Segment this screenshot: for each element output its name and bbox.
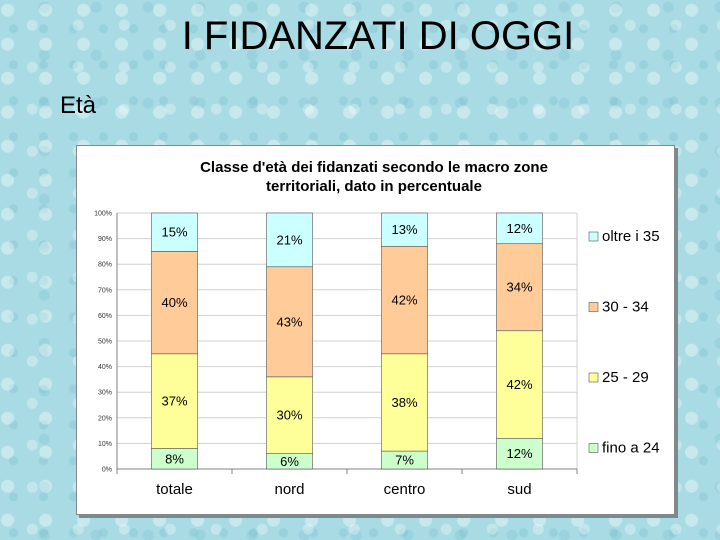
y-tick-label: 30% [98, 390, 112, 397]
y-tick-label: 40% [98, 364, 112, 371]
y-tick-label: 90% [98, 236, 112, 243]
legend-swatch [588, 231, 599, 242]
legend-swatch [588, 372, 599, 383]
y-tick-label: 0% [102, 467, 112, 474]
y-tick-label: 10% [98, 441, 112, 448]
stacked-bar-chart: Classe d'età dei fidanzati secondo le ma… [94, 159, 660, 498]
chart-bars: 8% 37% 40% 15% 6% 30% 43% 21% 7% 38% 42% 13% 12% 42% 3… [151, 212, 543, 470]
legend-label: oltre i 35 [602, 228, 660, 245]
y-tick-label: 70% [98, 287, 112, 294]
data-label: 8% [165, 451, 184, 466]
data-label: 38% [391, 395, 417, 410]
x-tick-label: totale [156, 481, 193, 498]
y-tick-label: 20% [98, 415, 112, 422]
legend-swatch [588, 302, 599, 312]
chart-title-line: Classe d'età dei fidanzati secondo le ma… [200, 159, 548, 176]
bar-segment [381, 245, 428, 355]
x-tick-label: centro [384, 481, 426, 498]
data-label: 37% [161, 394, 187, 409]
data-label: 30% [276, 408, 302, 423]
y-axis-ticks: 0% 10% 20% 30% 40% 50% 60% 70% 80% 90% 100% [94, 211, 112, 474]
data-label: 40% [161, 295, 187, 310]
data-label: 12% [506, 446, 532, 461]
bar-segment [266, 266, 313, 378]
x-axis-ticks: totale nord centro sud [116, 469, 578, 498]
bar-segment [496, 212, 543, 245]
y-tick-label: 80% [98, 262, 112, 269]
y-tick-label: 100% [94, 211, 112, 218]
legend-swatch [588, 443, 599, 453]
bar-segment [381, 212, 428, 247]
data-label: 43% [276, 314, 302, 329]
bar-segment [381, 353, 428, 452]
data-label: 12% [506, 221, 532, 236]
data-label: 15% [161, 225, 187, 240]
data-label: 42% [391, 293, 417, 308]
y-tick-label: 50% [98, 339, 112, 346]
data-label: 42% [506, 377, 532, 392]
bar-segment [496, 330, 543, 439]
chart-title: Classe d'età dei fidanzati secondo le ma… [200, 159, 548, 195]
chart-legend: oltre i 35 30 - 34 25 - 29 fino a 24 [588, 228, 660, 457]
data-label: 21% [276, 232, 302, 247]
data-label: 34% [506, 280, 532, 295]
bar-segment [151, 353, 198, 449]
bar-segment [496, 243, 543, 332]
data-label: 13% [391, 222, 417, 237]
data-label: 7% [395, 453, 414, 468]
chart-frame: Classe d'età dei fidanzati secondo le ma… [76, 145, 675, 515]
y-tick-label: 60% [98, 313, 112, 320]
legend-label: 30 - 34 [602, 299, 649, 316]
data-label: 6% [280, 454, 299, 469]
x-tick-label: sud [507, 481, 531, 498]
slide-subtitle: Età [60, 92, 97, 119]
bar-segment [266, 212, 313, 268]
bar-segment [496, 437, 543, 470]
legend-label: fino a 24 [602, 440, 660, 457]
legend-label: 25 - 29 [602, 369, 649, 386]
slide-title: I FIDANZATI DI OGGI [181, 14, 575, 58]
bar-segment [151, 212, 198, 252]
bar-segment [151, 251, 198, 355]
bar-segment [266, 376, 313, 454]
chart-title-line: territoriali, dato in percentuale [266, 178, 482, 195]
x-tick-label: nord [274, 481, 304, 498]
